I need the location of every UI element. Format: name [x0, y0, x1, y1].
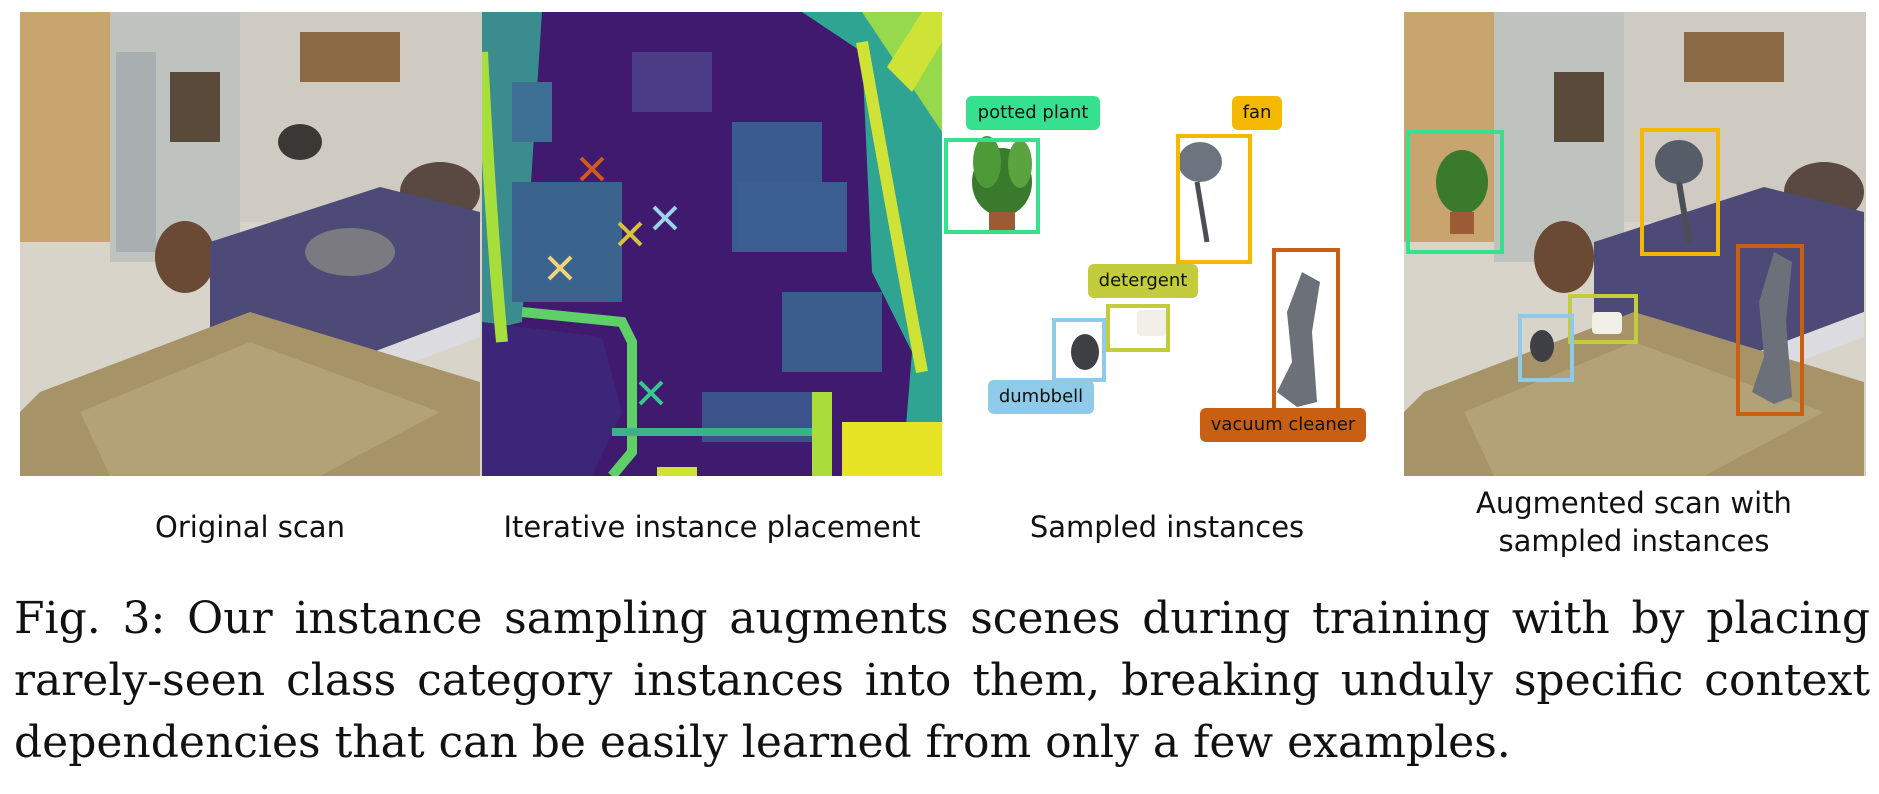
box-dumbbell — [1052, 318, 1106, 382]
box-fan — [1176, 134, 1252, 264]
box-detergent — [1106, 304, 1170, 352]
figure-caption: Fig. 3: Our instance sampling augments s… — [14, 593, 1870, 768]
aug-box-fan — [1640, 128, 1720, 256]
aug-box-dumbbell — [1518, 314, 1574, 382]
label-vacuum-cleaner: vacuum cleaner — [1200, 408, 1366, 442]
aug-box-detergent — [1568, 294, 1638, 344]
panel-title-placement: Iterative instance placement — [503, 510, 921, 544]
sampled-instances-panel: potted plant fan detergent dumbbell vacu… — [942, 12, 1372, 476]
aug-box-potted-plant — [1406, 130, 1504, 254]
panel-title-augmented: Augmented scan with sampled instances — [1476, 486, 1792, 558]
label-detergent: detergent — [1088, 264, 1198, 298]
placement-marker-4 — [547, 255, 573, 281]
original-scan-image — [20, 12, 482, 476]
box-potted-plant — [944, 138, 1040, 234]
placement-marker-3 — [652, 205, 678, 231]
aug-box-vacuum-cleaner — [1736, 244, 1804, 416]
placement-marker-1 — [579, 156, 605, 182]
panel-title-original: Original scan — [155, 510, 345, 544]
placement-marker-2 — [617, 221, 643, 247]
label-potted-plant: potted plant — [966, 96, 1100, 130]
augmented-scan-image — [1404, 12, 1866, 476]
box-vacuum-cleaner — [1272, 248, 1340, 414]
instance-placement-heightmap — [482, 12, 942, 476]
placement-marker-5 — [638, 380, 664, 406]
placement-markers — [547, 156, 678, 406]
panel-title-sampled: Sampled instances — [1029, 510, 1305, 544]
label-fan: fan — [1232, 96, 1282, 130]
label-dumbbell: dumbbell — [988, 380, 1094, 414]
